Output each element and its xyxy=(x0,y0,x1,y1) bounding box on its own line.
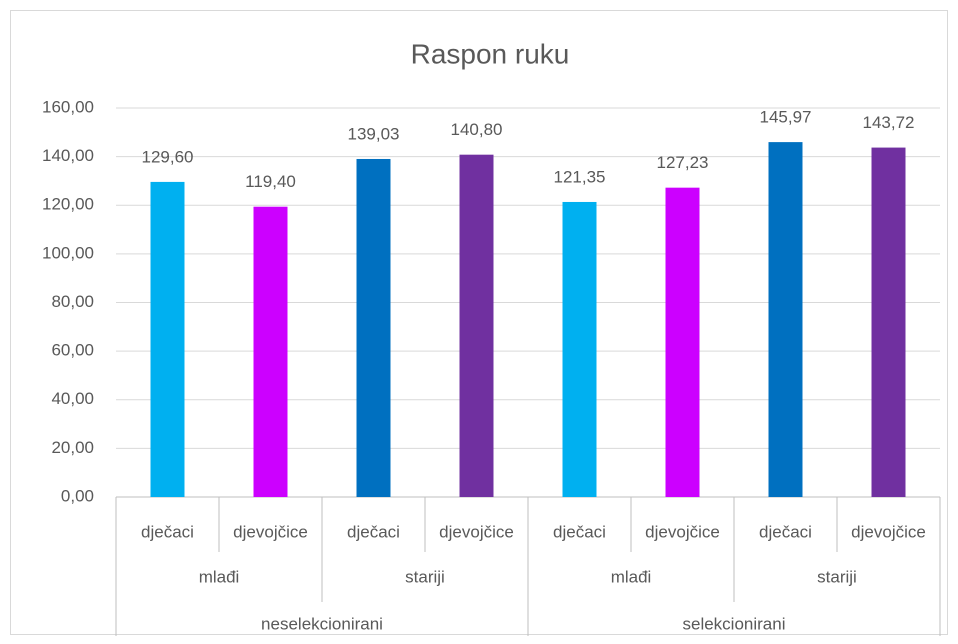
x-tick-label: dječaci xyxy=(553,522,606,541)
x-tick-label: djevojčice xyxy=(233,522,308,541)
data-label: 145,97 xyxy=(760,108,812,127)
chart-title: Raspon ruku xyxy=(411,38,570,69)
y-tick-label: 0,00 xyxy=(61,486,94,505)
y-tick-label: 160,00 xyxy=(42,97,94,116)
bar xyxy=(871,147,906,497)
x-tick-label: djevojčice xyxy=(645,522,720,541)
x-tick-label: dječaci xyxy=(141,522,194,541)
data-label: 127,23 xyxy=(657,153,709,172)
data-label: 119,40 xyxy=(245,172,296,191)
x-tick-label: djevojčice xyxy=(851,522,926,541)
bar xyxy=(356,158,391,497)
y-tick-label: 140,00 xyxy=(42,146,94,165)
data-label: 143,72 xyxy=(863,113,915,132)
bar xyxy=(665,187,700,497)
bar xyxy=(253,206,288,498)
bar xyxy=(562,201,597,497)
bar xyxy=(768,142,803,497)
data-label: 140,80 xyxy=(451,120,503,139)
subgroup-label: stariji xyxy=(405,567,445,586)
y-tick-label: 60,00 xyxy=(51,341,94,360)
y-tick-label: 40,00 xyxy=(51,389,94,408)
bar xyxy=(459,154,494,497)
group-label: neselekcionirani xyxy=(261,614,383,633)
subgroup-label: mlađi xyxy=(611,567,652,586)
y-tick-label: 120,00 xyxy=(42,195,94,214)
data-label: 129,60 xyxy=(142,147,194,166)
data-label: 139,03 xyxy=(348,124,400,143)
data-label: 121,35 xyxy=(554,167,606,186)
bar xyxy=(150,181,185,497)
x-tick-label: dječaci xyxy=(347,522,400,541)
y-tick-label: 100,00 xyxy=(42,243,94,262)
subgroup-label: stariji xyxy=(817,567,857,586)
x-tick-label: djevojčice xyxy=(439,522,514,541)
y-tick-label: 80,00 xyxy=(51,292,94,311)
group-label: selekcionirani xyxy=(683,614,786,633)
y-tick-label: 20,00 xyxy=(51,438,94,457)
x-tick-label: dječaci xyxy=(759,522,812,541)
subgroup-label: mlađi xyxy=(199,567,240,586)
